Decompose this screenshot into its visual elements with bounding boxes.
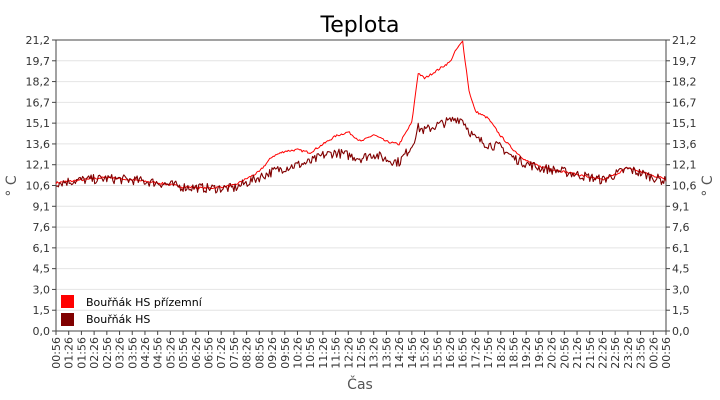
y-tick-label-right: 0,0	[672, 325, 690, 338]
series-layer	[55, 40, 667, 194]
y-tick-label-left: 9,1	[33, 200, 51, 213]
x-tick-label: 23:26	[622, 337, 635, 369]
x-tick-label: 04:56	[152, 337, 165, 369]
y-tick-label-right: 6,1	[672, 242, 690, 255]
x-tick-label: 07:56	[228, 337, 241, 369]
y-tick-label-left: 16,7	[26, 96, 51, 109]
x-tick-label: 08:26	[241, 337, 254, 369]
x-tick-label: 09:56	[279, 337, 292, 369]
x-tick-label: 20:56	[558, 337, 571, 369]
x-tick-label: 18:56	[508, 337, 521, 369]
y-tick-label-right: 19,7	[672, 55, 697, 68]
x-tick-label: 11:56	[330, 337, 343, 369]
y-axis-left-label: ° C	[4, 175, 20, 196]
x-tick-label: 03:26	[114, 337, 127, 369]
x-tick-label: 05:26	[164, 337, 177, 369]
x-tick-label: 02:26	[88, 337, 101, 369]
x-tick-label: 03:56	[126, 337, 139, 369]
y-tick-label-right: 4,5	[672, 263, 690, 276]
series-line-bournak-hs	[55, 116, 667, 194]
y-tick-label-left: 15,1	[26, 117, 51, 130]
y-tick-label-right: 21,2	[672, 34, 697, 47]
x-tick-label: 10:56	[304, 337, 317, 369]
x-tick-label: 06:56	[203, 337, 216, 369]
legend-swatch-bournak-hs	[61, 313, 74, 326]
x-tick-label: 12:26	[342, 337, 355, 369]
x-tick-label: 02:56	[101, 337, 114, 369]
x-tick-label: 12:56	[355, 337, 368, 369]
x-tick-label: 00:56	[50, 337, 63, 369]
y-tick-label-left: 19,7	[26, 55, 51, 68]
y-tick-label-left: 7,6	[33, 221, 51, 234]
y-tick-label-right: 12,1	[672, 159, 697, 172]
y-tick-label-right: 18,2	[672, 76, 697, 89]
x-tick-label: 05:56	[177, 337, 190, 369]
x-tick-label: 17:26	[469, 337, 482, 369]
y-tick-label-right: 15,1	[672, 117, 697, 130]
y-tick-label-right: 9,1	[672, 200, 690, 213]
y-tick-label-right: 1,5	[672, 304, 690, 317]
x-tick-label: 08:56	[253, 337, 266, 369]
x-tick-label: 22:26	[596, 337, 609, 369]
y-tick-label-left: 21,2	[26, 34, 51, 47]
x-tick-label: 15:56	[431, 337, 444, 369]
x-tick-label: 13:56	[380, 337, 393, 369]
x-tick-label: 04:26	[139, 337, 152, 369]
y-tick-label-left: 4,5	[33, 263, 51, 276]
x-tick-label: 00:56	[660, 337, 673, 369]
y-tick-label-right: 10,6	[672, 180, 697, 193]
legend-label-bournak-hs: Bouřňák HS	[86, 313, 150, 326]
y-tick-label-right: 16,7	[672, 96, 697, 109]
x-tick-label: 01:26	[63, 337, 76, 369]
y-tick-label-left: 12,1	[26, 159, 51, 172]
x-tick-label: 10:26	[291, 337, 304, 369]
y-tick-label-right: 3,0	[672, 283, 690, 296]
y-axis-right: 0,0 1,5 3,0 4,5 6,1 7,6 9,1 10,6 12,1 13,6 15,1 16,…	[666, 34, 697, 338]
x-tick-label: 21:56	[584, 337, 597, 369]
x-tick-label: 21:26	[571, 337, 584, 369]
y-tick-label-left: 3,0	[33, 283, 51, 296]
x-tick-label: 09:26	[266, 337, 279, 369]
y-tick-label-left: 18,2	[26, 76, 51, 89]
y-tick-label-left: 10,6	[26, 180, 51, 193]
x-tick-label: 17:56	[482, 337, 495, 369]
y-tick-label-left: 6,1	[33, 242, 51, 255]
x-axis: 00:56 01:26 01:56 02:26 02:56 03:26 03:56 04:26…	[50, 331, 673, 369]
legend: Bouřňák HS přízemní Bouřňák HS	[61, 295, 203, 326]
y-axis-right-label: ° C	[700, 175, 716, 196]
x-axis-label: Čas	[347, 375, 373, 393]
y-tick-label-right: 7,6	[672, 221, 690, 234]
x-tick-label: 00:26	[647, 337, 660, 369]
x-tick-label: 16:56	[457, 337, 470, 369]
chart-title: Teplota	[320, 13, 400, 38]
x-tick-label: 22:56	[609, 337, 622, 369]
x-tick-label: 01:56	[75, 337, 88, 369]
x-tick-label: 18:26	[495, 337, 508, 369]
y-tick-label-left: 1,5	[33, 304, 51, 317]
y-axis-left: 0,0 1,5 3,0 4,5 6,1 7,6 9,1 10,6 12,1 13,6 15,1 16,…	[26, 34, 56, 338]
x-tick-label: 19:56	[533, 337, 546, 369]
y-tick-label-left: 13,6	[26, 138, 51, 151]
x-tick-label: 11:26	[317, 337, 330, 369]
y-tick-label-right: 13,6	[672, 138, 697, 151]
x-tick-label: 14:26	[393, 337, 406, 369]
x-tick-label: 06:26	[190, 337, 203, 369]
x-tick-label: 16:26	[444, 337, 457, 369]
y-tick-label-left: 0,0	[33, 325, 51, 338]
x-tick-label: 14:56	[406, 337, 419, 369]
x-tick-label: 13:26	[368, 337, 381, 369]
x-tick-label: 07:26	[215, 337, 228, 369]
x-tick-label: 15:26	[419, 337, 432, 369]
legend-label-bournak-hs-prizemni: Bouřňák HS přízemní	[86, 296, 203, 309]
legend-swatch-bournak-hs-prizemni	[61, 295, 74, 308]
x-tick-label: 20:26	[546, 337, 559, 369]
x-tick-label: 23:56	[635, 337, 648, 369]
x-tick-label: 19:26	[520, 337, 533, 369]
